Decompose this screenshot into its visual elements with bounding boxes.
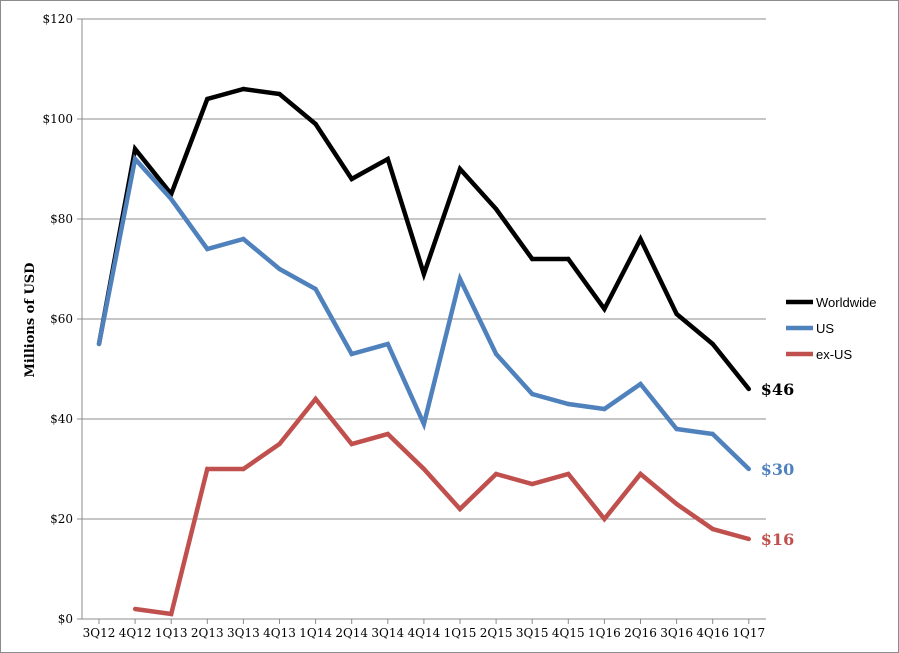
data-point [457, 506, 463, 512]
data-point [602, 516, 607, 522]
x-tick-label: 2Q13 [191, 626, 224, 640]
data-point [349, 441, 354, 447]
x-tick-label: 4Q16 [696, 626, 729, 640]
data-point [132, 146, 138, 152]
data-point [638, 236, 643, 242]
legend-label: US [816, 321, 834, 336]
data-point [241, 86, 246, 92]
data-point [421, 421, 427, 427]
data-point [710, 431, 715, 437]
x-tick-label: 4Q12 [119, 626, 152, 640]
x-tick-labels: 3Q12 4Q12 1Q13 2Q13 3Q13 4Q13 1Q14 2Q14 3Q14 4Q14… [83, 626, 766, 640]
end-value-label: $46 [761, 380, 794, 399]
y-tick-label: $80 [50, 212, 73, 226]
x-tick-label: 2Q16 [624, 626, 657, 640]
x-tick-label: 1Q16 [588, 626, 621, 640]
x-tick-label: 3Q12 [83, 626, 116, 640]
data-point [530, 391, 535, 397]
data-point [638, 471, 643, 477]
x-tick-label: 4Q15 [552, 626, 585, 640]
data-point [421, 466, 427, 472]
x-tick-label: 1Q14 [299, 626, 332, 640]
x-tick-label: 2Q15 [480, 626, 513, 640]
data-point [710, 526, 715, 532]
data-point [132, 606, 138, 612]
legend-label: ex-US [816, 347, 852, 362]
data-point [241, 466, 246, 472]
x-tick-label: 2Q14 [335, 626, 368, 640]
data-point [602, 306, 607, 312]
data-point [132, 156, 138, 162]
data-point [385, 431, 390, 437]
x-tick-label: 1Q13 [155, 626, 188, 640]
data-point [566, 471, 571, 477]
series-line-ex-us [134, 395, 750, 617]
data-point [277, 91, 282, 97]
y-tick-label: $100 [42, 112, 73, 126]
data-point [746, 386, 751, 392]
data-point [530, 481, 535, 487]
data-point [457, 166, 463, 172]
data-point [638, 381, 643, 387]
y-tick-label: $40 [50, 412, 73, 426]
data-point [566, 401, 571, 407]
data-point [530, 256, 535, 262]
data-point [349, 176, 354, 182]
x-tick-label: 1Q17 [732, 626, 765, 640]
axes [77, 18, 766, 624]
y-axis-title: Millions of USD [23, 263, 38, 378]
data-point [385, 341, 390, 347]
data-point [205, 246, 210, 252]
data-point [493, 471, 499, 477]
data-point [746, 466, 751, 472]
y-tick-label: $120 [42, 12, 73, 26]
x-tick-label: 4Q13 [263, 626, 296, 640]
data-point [710, 341, 715, 347]
data-point [493, 206, 499, 212]
x-tick-label: 1Q15 [444, 626, 477, 640]
x-tick-label: 3Q15 [516, 626, 549, 640]
x-tick-label: 4Q14 [408, 626, 441, 640]
data-point [674, 426, 679, 432]
data-point [205, 96, 210, 102]
x-tick-label: 3Q14 [371, 626, 404, 640]
data-point [241, 236, 246, 242]
data-point [169, 611, 174, 617]
y-tick-labels: $0 $20 $40 $60 $80 $100 $120 [42, 12, 73, 626]
data-point [313, 286, 318, 292]
data-point [566, 256, 571, 262]
series-lines [96, 86, 751, 617]
data-point [313, 396, 318, 402]
data-point [205, 466, 210, 472]
legend: Worldwide US ex-US [786, 295, 876, 362]
data-point [277, 266, 282, 272]
data-point [457, 276, 463, 282]
legend-label: Worldwide [816, 295, 876, 310]
data-point [674, 311, 679, 317]
data-point [385, 156, 390, 162]
data-point [746, 536, 751, 542]
y-tick-label: $0 [58, 612, 73, 626]
data-point [674, 501, 679, 507]
data-point [493, 351, 499, 357]
data-point [349, 351, 354, 357]
x-tick-label: 3Q16 [660, 626, 693, 640]
data-point [421, 271, 427, 277]
end-value-label: $30 [761, 460, 794, 479]
end-value-label: $16 [761, 530, 794, 549]
data-point [277, 441, 282, 447]
gridlines [82, 18, 766, 520]
data-point [96, 341, 102, 347]
end-value-labels: $46 $30 $16 [761, 380, 794, 549]
data-point [313, 121, 318, 127]
y-tick-label: $20 [50, 512, 73, 526]
y-tick-label: $60 [50, 312, 73, 326]
x-tick-label: 3Q13 [227, 626, 260, 640]
series-line-worldwide [96, 86, 751, 391]
data-point [169, 196, 174, 202]
data-point [602, 406, 607, 412]
